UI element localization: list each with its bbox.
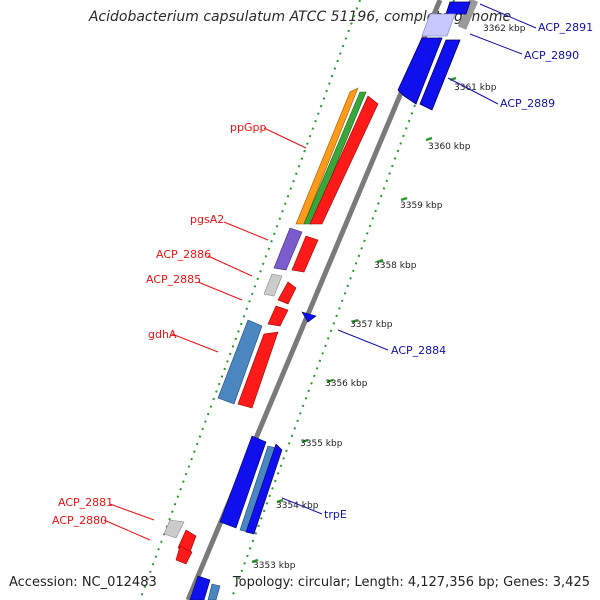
genome-backbone-top — [457, 0, 479, 30]
tick-label-3359: 3359 kbp — [400, 201, 443, 211]
gene-label-acp2880[interactable]: ACP_2880 — [52, 514, 107, 527]
label-lines-reverse — [281, 3, 537, 515]
feature-acp2891[interactable] — [421, 1, 471, 37]
gene-label-acp2886[interactable]: ACP_2886 — [156, 248, 211, 261]
feature-acp2886-grey[interactable] — [263, 273, 283, 297]
accession-text: Accession: NC_012483 — [9, 575, 157, 590]
feature-acp2884[interactable] — [301, 311, 317, 323]
gene-label-ppgpp[interactable]: ppGpp — [230, 121, 266, 134]
gene-label-acp2891[interactable]: ACP_2891 — [538, 21, 593, 34]
feature-acp2890[interactable] — [397, 37, 461, 111]
feature-bottom-blue[interactable] — [189, 575, 211, 600]
feature-pgsa2-purple[interactable] — [273, 227, 303, 271]
tick-marks — [251, 76, 457, 564]
tick-label-3361: 3361 kbp — [454, 83, 497, 93]
gene-label-acp2889[interactable]: ACP_2889 — [500, 97, 555, 110]
outer-scale-ring — [230, 0, 455, 600]
gene-label-acp2884[interactable]: ACP_2884 — [391, 344, 446, 357]
gene-label-trpe[interactable]: trpE — [324, 508, 347, 521]
tick-label-3357: 3357 kbp — [350, 320, 393, 330]
feature-acp2885-red[interactable] — [267, 305, 289, 327]
tick-label-3360: 3360 kbp — [428, 142, 471, 152]
feature-trpe-blue[interactable] — [219, 435, 267, 529]
tick-label-3354: 3354 kbp — [276, 501, 319, 511]
tick-label-3356: 3356 kbp — [325, 379, 368, 389]
tick-label-3355: 3355 kbp — [300, 439, 343, 449]
tick-label-3358: 3358 kbp — [374, 261, 417, 271]
feature-gdha-red[interactable] — [237, 331, 279, 409]
feature-bottom-steel[interactable] — [207, 583, 221, 600]
feature-acp2880-red2[interactable] — [175, 545, 193, 565]
feature-acp2886-red[interactable] — [277, 281, 297, 305]
gene-label-acp2885[interactable]: ACP_2885 — [146, 273, 201, 286]
tick-label-3362: 3362 kbp — [483, 24, 526, 34]
feature-ppgpp-red[interactable] — [309, 95, 379, 225]
map-title: Acidobacterium capsulatum ATCC 51196, co… — [88, 9, 512, 25]
gene-label-acp2890[interactable]: ACP_2890 — [524, 49, 579, 62]
feature-pgsa2-red[interactable] — [291, 235, 319, 273]
feature-acp2881-grey[interactable] — [163, 519, 185, 539]
gene-label-gdha[interactable]: gdhA — [148, 328, 177, 341]
feature-trpe-blue2[interactable] — [245, 443, 283, 535]
genome-summary-text: Topology: circular; Length: 4,127,356 bp… — [232, 575, 590, 590]
label-lines-forward — [103, 127, 307, 541]
tick-label-3353: 3353 kbp — [253, 561, 296, 571]
gene-label-acp2881[interactable]: ACP_2881 — [58, 496, 113, 509]
gene-label-pgsa2[interactable]: pgsA2 — [190, 213, 224, 226]
feature-gdha-steel[interactable] — [217, 319, 263, 405]
